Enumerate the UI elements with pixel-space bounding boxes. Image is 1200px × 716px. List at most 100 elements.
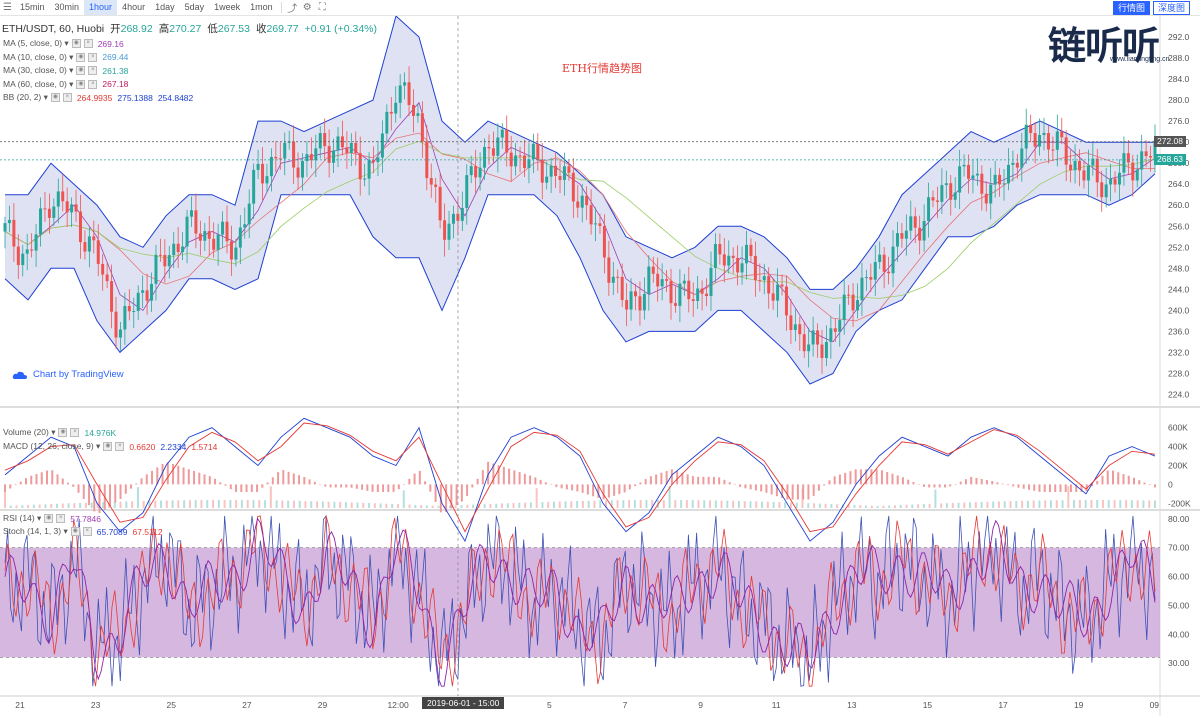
eye-icon[interactable]: ◉: [44, 514, 54, 523]
candle-body: [340, 136, 344, 148]
eye-icon[interactable]: ◉: [58, 428, 68, 437]
bb-upper-line: [5, 16, 1155, 290]
volume-bar: [951, 502, 954, 508]
macd-histogram-bar: [334, 484, 337, 488]
close-icon[interactable]: ×: [62, 93, 72, 102]
candle-body: [829, 328, 833, 342]
candle-body: [518, 155, 522, 157]
macd-histogram-bar: [1054, 484, 1057, 492]
time-tick-label: 29: [318, 700, 328, 710]
volume-bar: [807, 503, 810, 508]
close-icon[interactable]: ×: [88, 66, 98, 75]
menu-icon[interactable]: ☰: [3, 2, 12, 13]
macd-histogram-bar: [376, 484, 379, 492]
candle-body: [367, 159, 371, 179]
volume-bar: [570, 501, 573, 508]
macd-histogram-bar: [760, 484, 763, 492]
volume-bar: [27, 505, 30, 508]
volume-bar: [200, 500, 203, 508]
close-icon[interactable]: ×: [88, 79, 98, 89]
eye-icon[interactable]: ◉: [76, 66, 86, 75]
legend-value: 269.16: [97, 38, 124, 49]
view-button-1[interactable]: 深度图: [1152, 1, 1190, 15]
volume-bar: [1026, 500, 1029, 508]
candle-body: [749, 244, 753, 256]
macd-histogram-bar: [256, 484, 259, 492]
macd-histogram-bar: [51, 470, 54, 485]
eye-icon[interactable]: ◉: [71, 39, 81, 48]
legend-label[interactable]: Volume (20) ▾: [3, 427, 56, 437]
eye-icon[interactable]: ◉: [103, 442, 113, 451]
timeframe-15min[interactable]: 15min: [20, 2, 45, 12]
chart-type-icon[interactable]: ⤴: [287, 4, 298, 15]
legend-label[interactable]: RSI (14) ▾: [3, 513, 42, 523]
tradingview-brand[interactable]: Chart by TradingView: [12, 369, 124, 380]
legend-label[interactable]: Stoch (14, 1, 3) ▾: [3, 526, 68, 536]
volume-bar: [1067, 486, 1070, 508]
volume-bar: [506, 503, 509, 508]
timeframe-1day[interactable]: 1day: [155, 2, 175, 12]
candle-body: [864, 277, 868, 279]
macd-histogram-bar: [1122, 474, 1125, 485]
macd-histogram-bar: [550, 484, 553, 485]
candle-body: [554, 165, 558, 177]
rsi-tick-label: 80.00: [1168, 514, 1190, 524]
close-icon[interactable]: ×: [70, 428, 80, 437]
gear-icon[interactable]: ⚙: [302, 2, 312, 13]
close-icon[interactable]: ×: [82, 527, 92, 536]
candle-body: [425, 141, 429, 179]
macd-tick-label: 400K: [1168, 442, 1188, 452]
volume-bar: [212, 500, 215, 508]
rsi-line: [4, 517, 1156, 687]
brand-text: Chart by TradingView: [33, 369, 124, 380]
candle-body: [651, 266, 655, 274]
timeframe-1week[interactable]: 1week: [214, 2, 241, 12]
eye-icon[interactable]: ◉: [50, 93, 60, 102]
close-icon[interactable]: ×: [115, 442, 125, 451]
candle-body: [891, 246, 895, 274]
price-tick-label: 232.0: [1168, 347, 1190, 357]
legend-label[interactable]: MA (30, close, 0) ▾: [3, 65, 74, 75]
candle-body: [873, 262, 877, 280]
fullscreen-icon[interactable]: ⛶: [318, 2, 326, 13]
timeframe-30min[interactable]: 30min: [54, 2, 80, 12]
legend-label[interactable]: MA (60, close, 0) ▾: [3, 78, 74, 89]
time-tick-label: 15: [923, 700, 933, 710]
legend-value: 14.976K: [84, 427, 117, 438]
candle-body: [203, 231, 207, 241]
macd-histogram-bar: [959, 481, 962, 485]
candle-body: [500, 129, 504, 138]
legend-label[interactable]: MACD (12, 26, close, 9) ▾: [3, 441, 101, 451]
macd-histogram-bar: [271, 477, 274, 485]
timeframe-4hour[interactable]: 4hour: [122, 2, 146, 12]
timeframe-1mon[interactable]: 1mon: [250, 2, 273, 12]
close-icon[interactable]: ×: [56, 514, 66, 523]
volume-bar: [980, 501, 983, 508]
trading-chart[interactable]: 224.0 228.0 232.0 236.0 240.0 244.0 248.0 252.0…: [0, 16, 1200, 716]
volume-bar: [824, 503, 827, 508]
candle-body: [407, 82, 411, 105]
candle-body: [123, 305, 127, 330]
eye-icon[interactable]: ◉: [76, 79, 86, 89]
timeframe-1hour[interactable]: 1hour: [84, 0, 118, 15]
legend-label[interactable]: MA (5, close, 0) ▾: [3, 38, 69, 48]
candle-body: [953, 192, 957, 200]
candle-body: [918, 227, 922, 241]
candle-body: [1069, 164, 1073, 171]
macd-histogram-bar: [72, 484, 75, 487]
eye-icon[interactable]: ◉: [70, 527, 80, 536]
eye-icon[interactable]: ◉: [76, 52, 86, 62]
macd-histogram-bar: [623, 484, 626, 493]
volume-bar: [79, 502, 82, 508]
view-button-0[interactable]: 行情图: [1112, 1, 1150, 15]
volume-bar: [940, 503, 943, 508]
candle-body: [589, 205, 593, 225]
candle-body: [665, 279, 669, 281]
timeframe-5day[interactable]: 5day: [184, 2, 205, 12]
close-icon[interactable]: ×: [83, 39, 93, 48]
volume-bar: [847, 504, 850, 508]
legend-label[interactable]: MA (10, close, 0) ▾: [3, 51, 74, 62]
legend-label[interactable]: BB (20, 2) ▾: [3, 92, 48, 102]
candle-body: [7, 219, 11, 224]
close-icon[interactable]: ×: [88, 52, 98, 62]
